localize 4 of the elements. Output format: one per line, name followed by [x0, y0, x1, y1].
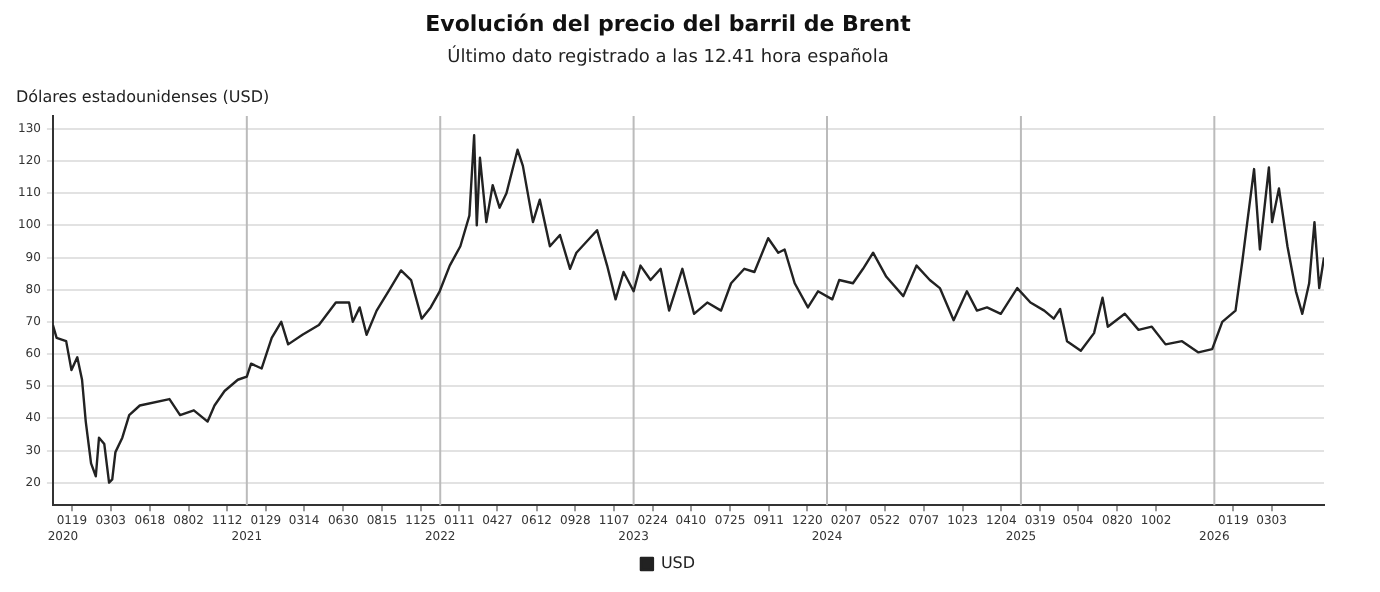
chart-subtitle: Último dato registrado a las 12.41 hora española [447, 43, 889, 68]
chart-title: Evolución del precio del barril de Brent [425, 10, 911, 37]
legend-label: USD [660, 554, 696, 573]
y-axis-title: Dólares estadounidenses (USD) [16, 88, 270, 107]
